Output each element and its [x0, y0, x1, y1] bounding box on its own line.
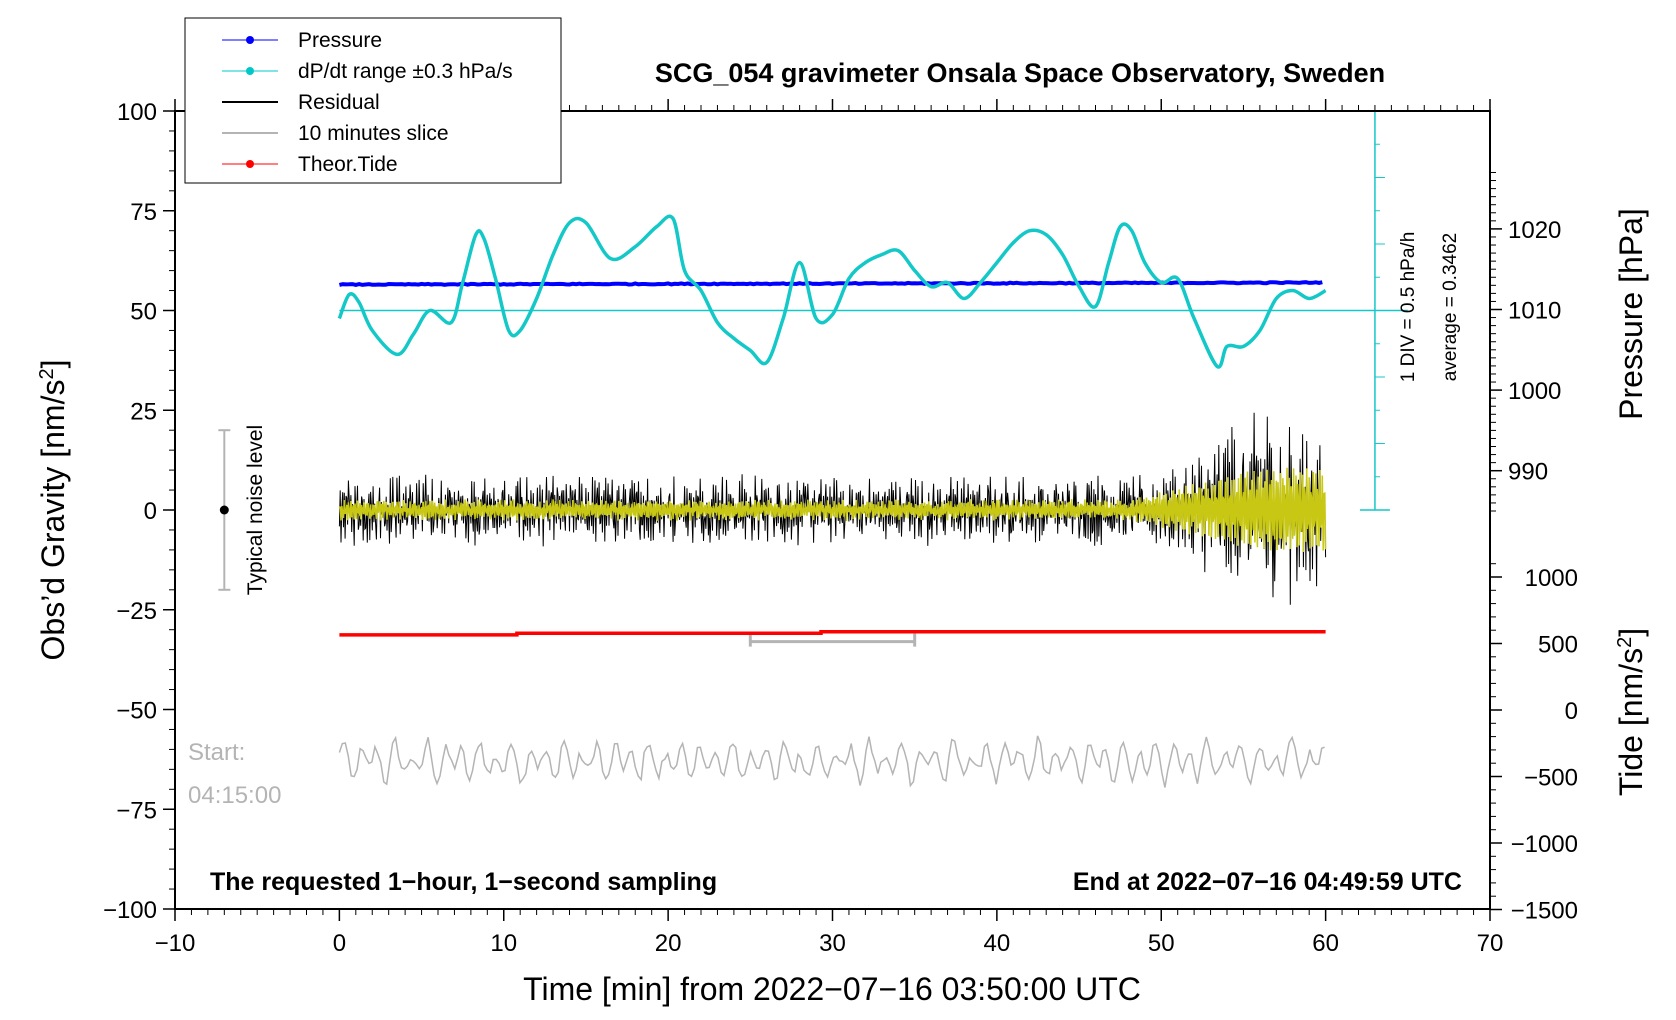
- x-axis-title: Time [min] from 2022−07−16 03:50:00 UTC: [523, 971, 1141, 1007]
- legend: Pressure dP/dt range ±0.3 hPa/s Residual 10…: [184, 17, 562, 184]
- x-tick-label: 40: [984, 930, 1011, 957]
- legend-marker: [246, 160, 254, 168]
- legend-marker: [246, 67, 254, 75]
- slice-bracket: [748, 633, 917, 647]
- tide-trace: [339, 629, 1326, 637]
- x-tick-label: 10: [490, 930, 517, 957]
- legend-label: 10 minutes slice: [298, 122, 449, 145]
- filtered-residual-trace: [338, 467, 1327, 553]
- tide-tick-label: −500: [1524, 765, 1578, 792]
- pressure-trace: [338, 280, 1323, 287]
- pressure-tick-label: 1010: [1508, 298, 1561, 325]
- start-label: Start:: [188, 739, 245, 766]
- start-time: 04:15:00: [188, 782, 281, 809]
- tide-tick-label: 500: [1538, 632, 1578, 659]
- dpdt-average-label: average = 0.3462: [1440, 233, 1461, 381]
- y-axis-title-tide: Tide [nm/s2]: [1613, 628, 1649, 796]
- pressure-tick-label: 1000: [1508, 378, 1561, 405]
- tide-tick-label: −1500: [1511, 898, 1578, 925]
- tide-tick-label: 1000: [1525, 565, 1578, 592]
- legend-label: Pressure: [298, 29, 382, 52]
- footer-left: The requested 1−hour, 1−second sampling: [210, 868, 717, 896]
- x-tick-label: 20: [655, 930, 682, 957]
- noise-level-label: Typical noise level: [244, 425, 267, 595]
- x-tick-label: 50: [1148, 930, 1175, 957]
- y-tick-label: 50: [130, 299, 157, 326]
- pressure-tick-label: 1020: [1508, 217, 1561, 244]
- y-axis-title-pressure: Pressure [hPa]: [1613, 208, 1649, 420]
- y-tick-label: 100: [117, 99, 157, 126]
- y-tick-label: −50: [116, 698, 157, 725]
- y-tick-label: 25: [130, 398, 157, 425]
- x-tick-label: 60: [1312, 930, 1339, 957]
- legend-label: Theor.Tide: [298, 153, 398, 176]
- footer-right: End at 2022−07−16 04:49:59 UTC: [1073, 868, 1462, 896]
- x-tick-label: 0: [333, 930, 346, 957]
- y-tick-label: −25: [116, 598, 157, 625]
- tide-tick-label: 0: [1565, 698, 1578, 725]
- legend-marker: [246, 36, 254, 44]
- y-axis-title-left: Obs’d Gravity [nm/s2]: [35, 360, 71, 661]
- tide-tick-label: −1000: [1511, 831, 1578, 858]
- y-tick-label: 0: [144, 498, 157, 525]
- x-tick-label: 70: [1477, 930, 1504, 957]
- y-tick-label: 75: [130, 199, 157, 226]
- legend-label: dP/dt range ±0.3 hPa/s: [298, 60, 513, 83]
- y-tick-label: −75: [116, 797, 157, 824]
- noise-bar-center-dot: [219, 505, 229, 515]
- pressure-tick-label: 990: [1508, 459, 1548, 486]
- legend-box: [184, 17, 562, 184]
- x-tick-label: 30: [819, 930, 846, 957]
- slice-trace: [338, 735, 1325, 788]
- chart-title: SCG_054 gravimeter Onsala Space Observat…: [655, 58, 1385, 88]
- y-tick-label: −100: [103, 897, 157, 924]
- x-tick-label: −10: [155, 930, 196, 957]
- dpdt-div-label: 1 DIV = 0.5 hPa/h: [1398, 232, 1419, 383]
- legend-label: Residual: [298, 91, 380, 114]
- dpdt-trace: [337, 214, 1327, 369]
